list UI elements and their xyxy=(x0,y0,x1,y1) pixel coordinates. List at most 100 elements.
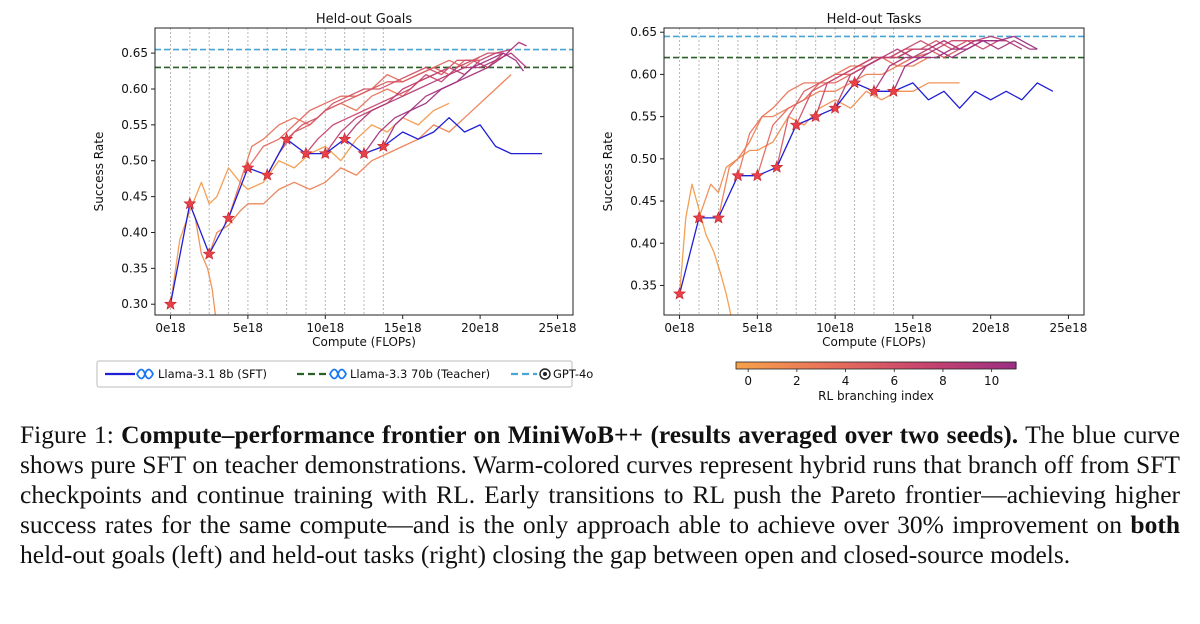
x-tick-label: 20e18 xyxy=(972,321,1010,335)
colorbar-segment xyxy=(950,362,956,369)
plot-area xyxy=(155,28,573,315)
frontier-star xyxy=(299,146,313,160)
colorbar-segment xyxy=(955,362,961,369)
colorbar-tick-label: 0 xyxy=(744,374,752,388)
y-tick-label: 0.55 xyxy=(630,110,657,124)
colorbar-segment xyxy=(927,362,933,369)
colorbar-segment xyxy=(997,362,1003,369)
colorbar-segment xyxy=(806,362,812,369)
frontier-star xyxy=(828,101,842,114)
chart-title: Held-out Tasks xyxy=(827,12,922,27)
frontier-star xyxy=(260,168,274,181)
y-tick-label: 0.40 xyxy=(121,225,148,239)
rl-run-line xyxy=(756,52,929,176)
frontier-star xyxy=(692,211,706,224)
caption-bold-title: Compute–performance frontier on MiniWoB+… xyxy=(121,420,1019,449)
colorbar-tick-label: 6 xyxy=(890,374,898,388)
chart-tasks: 0e18 5e18 10e18 15e18 20e18 25e18 0.35 0.40 0.45… xyxy=(601,12,1087,349)
colorbar-segment xyxy=(759,362,765,369)
rl-run-line xyxy=(208,74,512,255)
colorbar-segment xyxy=(922,362,928,369)
colorbar-segment xyxy=(754,362,760,369)
meta-logo-icon xyxy=(135,368,155,380)
caption-label: Figure 1: xyxy=(20,420,122,449)
x-tick-label: 10e18 xyxy=(816,321,854,335)
y-tick-label: 0.35 xyxy=(121,261,148,275)
figure: 0e18 5e18 10e18 15e18 20e18 25e180.300.350.40… xyxy=(92,12,1087,403)
y-tick-label: 0.60 xyxy=(121,82,148,96)
y-axis-label: Success Rate xyxy=(601,132,615,212)
x-axis-label: Compute (FLOPs) xyxy=(822,335,926,349)
y-tick-label: 0.55 xyxy=(121,118,148,132)
sft-line xyxy=(678,82,1054,295)
frontier-star xyxy=(770,160,784,173)
figure-caption: Figure 1: Compute–performance frontier o… xyxy=(20,420,1180,570)
openai-logo-center xyxy=(543,372,547,376)
x-tick-label: 5e18 xyxy=(233,321,263,335)
colorbar-tick-label: 2 xyxy=(793,374,801,388)
colorbar-segment xyxy=(890,362,896,369)
frontier-star xyxy=(809,109,823,123)
rl-run-line xyxy=(834,35,1007,109)
colorbar-segment xyxy=(904,362,910,369)
frontier-star xyxy=(711,211,725,224)
frontier-star xyxy=(241,161,255,174)
colorbar-segment xyxy=(740,362,746,369)
colorbar-segment xyxy=(871,362,877,369)
frontier-star xyxy=(867,84,881,97)
colorbar-segment xyxy=(885,362,891,369)
colorbar-segment xyxy=(913,362,919,369)
colorbar-segment xyxy=(852,362,858,369)
frontier-star xyxy=(183,196,197,210)
frontier-star xyxy=(750,168,764,182)
colorbar-segment xyxy=(960,362,966,369)
y-tick-label: 0.65 xyxy=(121,46,148,60)
frontier-star xyxy=(318,146,332,160)
colorbar-segment xyxy=(1002,362,1008,369)
colorbar-segment xyxy=(964,362,970,369)
axes-frame xyxy=(663,27,1085,316)
colorbar-segment xyxy=(978,362,984,369)
x-tick-label: 10e18 xyxy=(306,321,344,335)
plot-area xyxy=(664,28,1084,315)
x-tick-label: 0e18 xyxy=(155,321,185,335)
frontier-star xyxy=(886,84,900,97)
colorbar-segment xyxy=(880,362,886,369)
chart-goals: 0e18 5e18 10e18 15e18 20e18 25e18 0.30 0.35 0.40… xyxy=(92,12,576,349)
caption-text-1: The blue curve shows pure SFT on teacher… xyxy=(20,420,1181,539)
colorbar-segment xyxy=(866,362,872,369)
frontier-star xyxy=(789,118,803,131)
rl-run-line xyxy=(324,48,512,154)
colorbar-segment xyxy=(764,362,770,369)
chart-title: Held-out Goals xyxy=(316,12,413,27)
frontier-star xyxy=(848,76,862,89)
colorbar-segment xyxy=(862,362,868,369)
rl-run-line xyxy=(305,52,504,155)
rl-run-line xyxy=(717,56,929,219)
frontier-star xyxy=(731,168,745,182)
colorbar-segment xyxy=(810,362,816,369)
colorbar-tick-label: 8 xyxy=(939,374,947,388)
y-tick-label: 0.65 xyxy=(630,25,657,39)
colorbar-segment xyxy=(829,362,835,369)
legend-teacher-label: Llama-3.3 70b (Teacher) xyxy=(350,367,490,381)
colorbar-segment xyxy=(946,362,952,369)
colorbar-segment xyxy=(815,362,821,369)
colorbar-label: RL branching index xyxy=(818,389,934,403)
x-tick-label: 25e18 xyxy=(1049,321,1087,335)
colorbar-segment xyxy=(974,362,980,369)
rl-run-line xyxy=(892,35,1038,92)
colorbar-segment xyxy=(843,362,849,369)
x-tick-label: 5e18 xyxy=(742,321,772,335)
colorbar-segment xyxy=(899,362,905,369)
colorbar-segment xyxy=(820,362,826,369)
colorbar-segment xyxy=(750,362,756,369)
meta-logo-icon xyxy=(328,368,348,380)
caption-text-2: held-out goals (left) and held-out tasks… xyxy=(20,540,1071,569)
x-tick-label: 0e18 xyxy=(664,321,694,335)
colorbar-segment xyxy=(824,362,830,369)
colorbar-segment xyxy=(894,362,900,369)
y-tick-label: 0.35 xyxy=(630,278,657,292)
colorbar-segment xyxy=(983,362,989,369)
legend-frame xyxy=(96,360,573,388)
